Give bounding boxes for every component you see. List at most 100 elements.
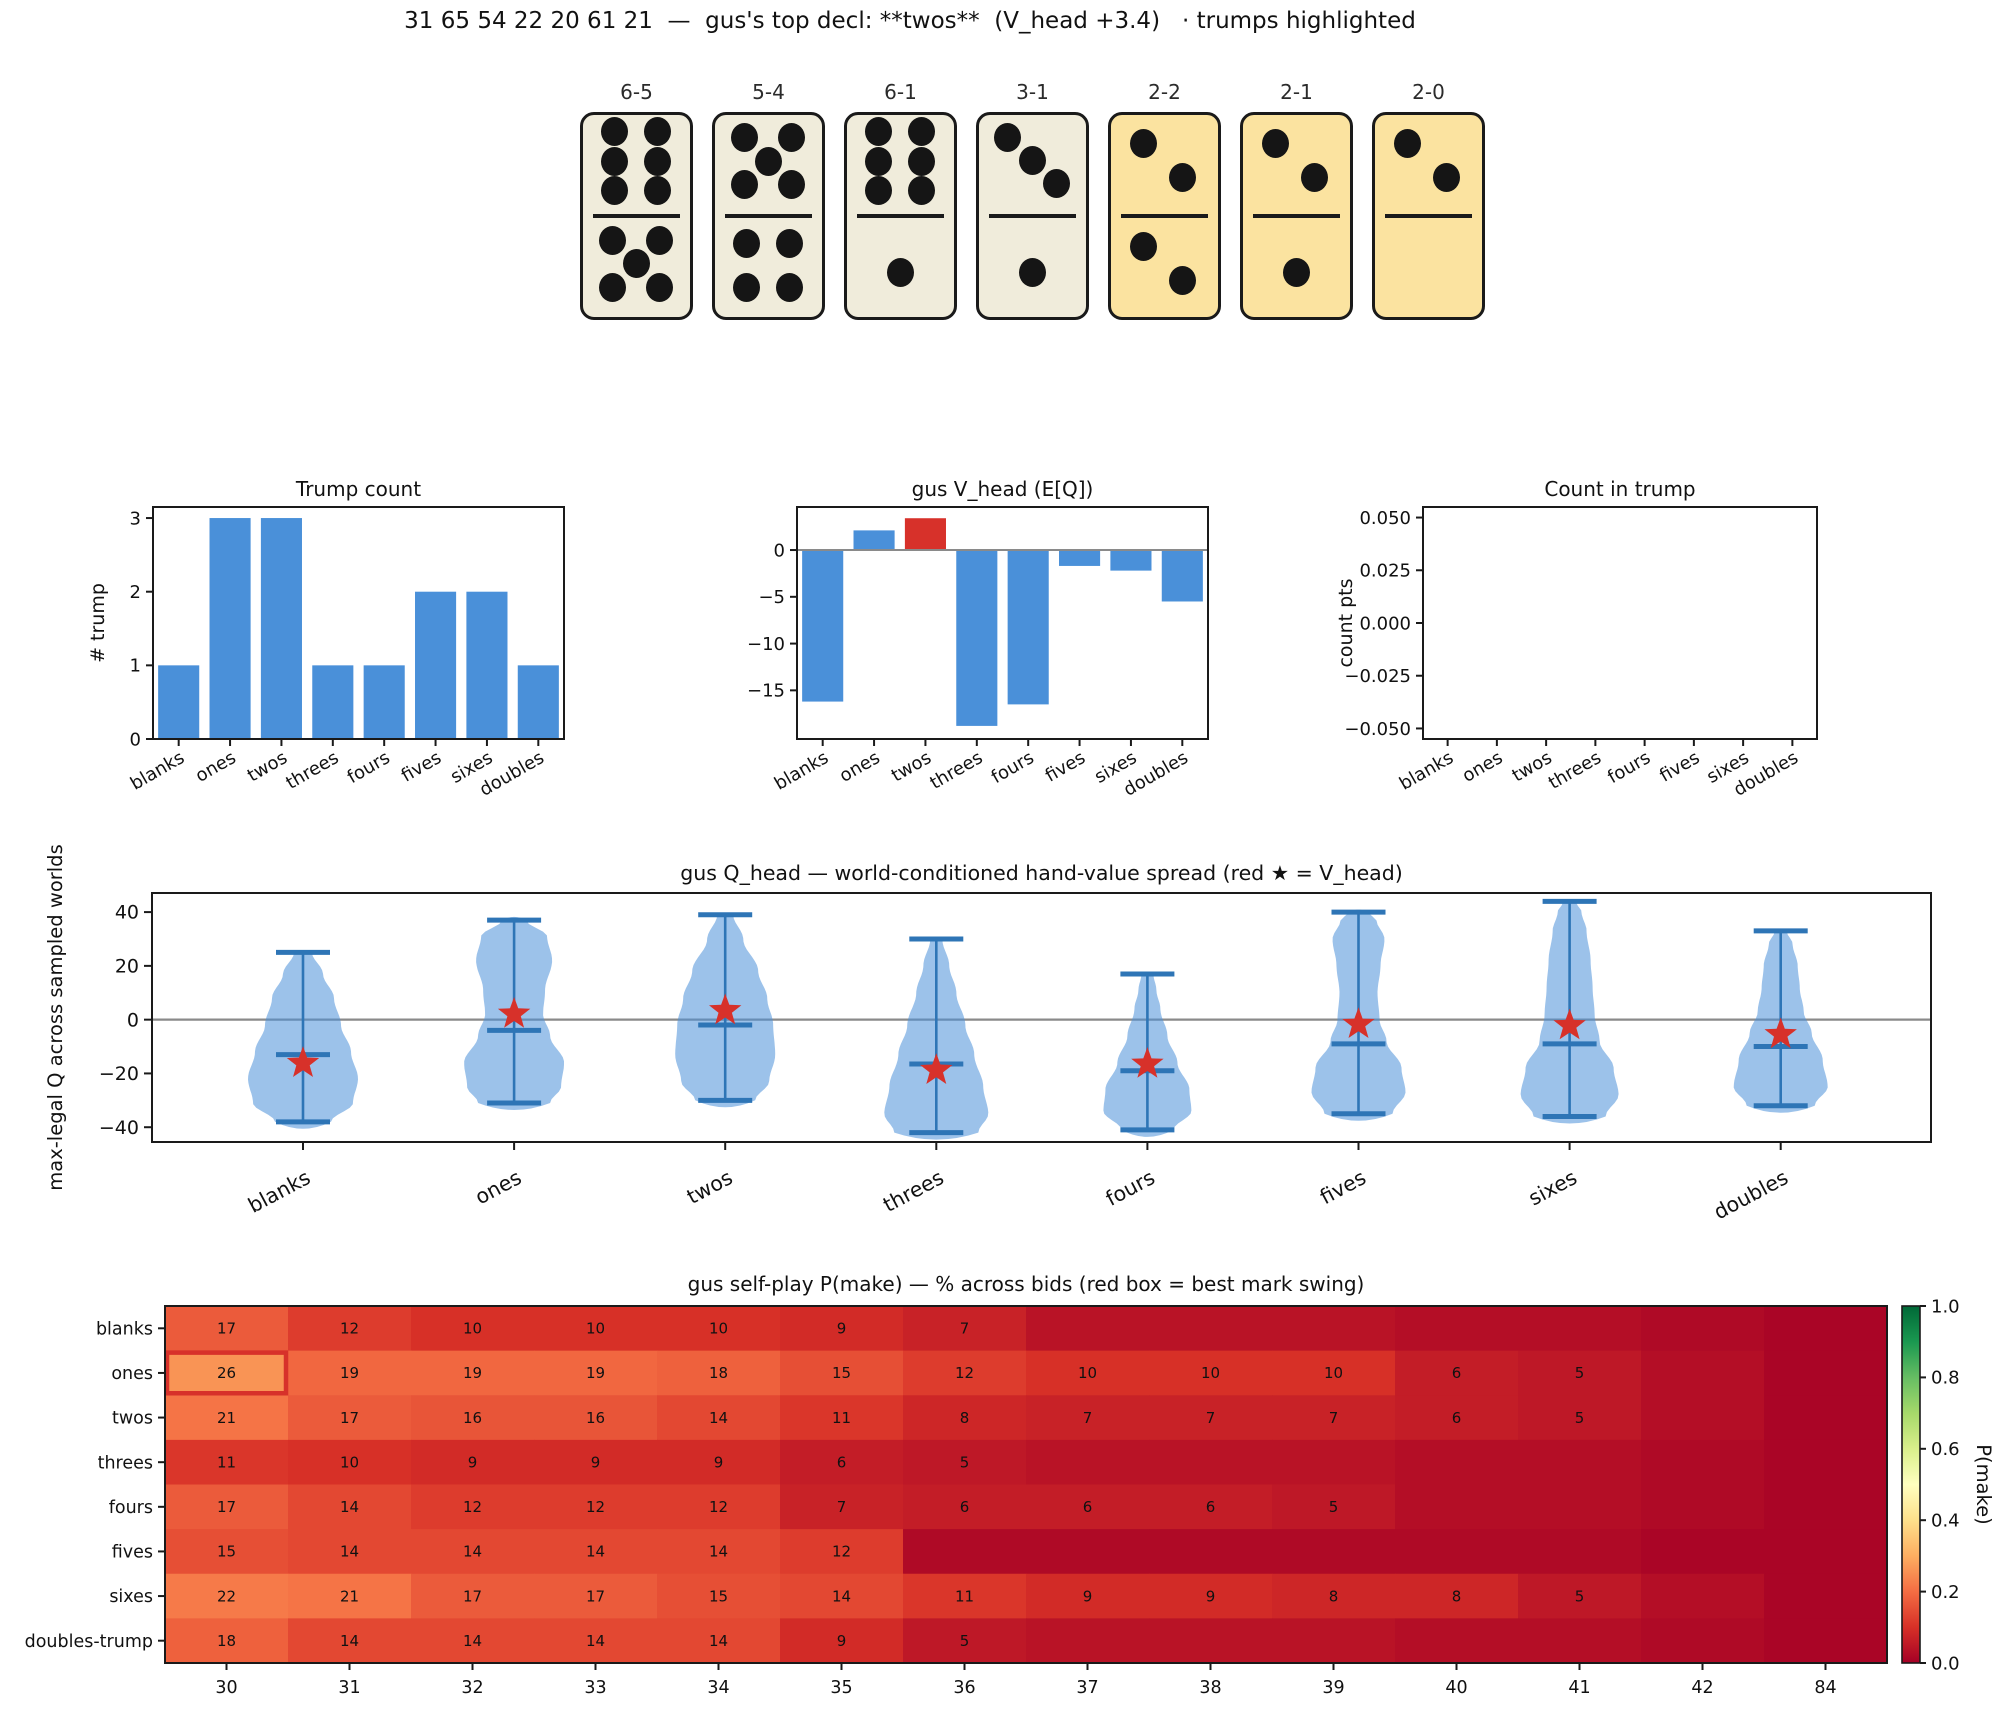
pip [907, 117, 935, 147]
bar-fours [363, 665, 405, 739]
y-tick-label: −0.050 [1344, 719, 1411, 740]
cell-value: 12 [832, 1543, 851, 1561]
cell-value: 9 [591, 1453, 601, 1471]
cell-value: 15 [217, 1543, 236, 1561]
cell-value: 22 [217, 1587, 236, 1605]
col-label: 30 [215, 1678, 237, 1698]
cell-value: 18 [217, 1632, 236, 1650]
heatmap-cell [657, 1306, 781, 1352]
y-tick-label: 2 [130, 582, 141, 603]
colorbar-tick-label: 0.8 [1931, 1368, 1960, 1389]
x-tick-label: blanks [127, 747, 188, 795]
cell-value: 14 [709, 1543, 728, 1561]
heatmap-cell [780, 1529, 904, 1575]
heatmap-cell [165, 1350, 289, 1396]
pip [1432, 162, 1460, 192]
cell-value: 5 [960, 1453, 970, 1471]
heatmap-cell [1518, 1484, 1642, 1530]
cell-value: 8 [960, 1409, 970, 1427]
heatmap-cell [1149, 1350, 1273, 1396]
heatmap-cell [411, 1306, 535, 1352]
colorbar-tick-label: 0.4 [1931, 1511, 1960, 1532]
bar-twos [904, 518, 946, 551]
cell-value: 11 [955, 1587, 974, 1605]
heatmap-cell [1518, 1395, 1642, 1441]
x-tick-label: ones [192, 747, 240, 787]
pip [601, 146, 629, 176]
y-tick-label: 0.025 [1359, 561, 1411, 582]
heatmap-cell [1149, 1484, 1273, 1530]
row-label: fours [109, 1498, 153, 1518]
row-label: fives [112, 1543, 153, 1563]
heatmap-cell [780, 1350, 904, 1396]
vhead-star-twos [709, 993, 742, 1025]
bar-sixes [1110, 550, 1152, 571]
cell-value: 9 [837, 1632, 847, 1650]
domino: 2-0 [1372, 76, 1485, 320]
domino-top-half [979, 115, 1086, 214]
cell-value: 10 [586, 1320, 605, 1338]
pip [777, 169, 805, 199]
cell-value: 19 [463, 1364, 482, 1382]
domino-divider [725, 214, 812, 218]
x-tick-label: blanks [1396, 747, 1457, 795]
heatmap-cell [1764, 1439, 1888, 1485]
heatmap-cell [288, 1350, 412, 1396]
row-label: sixes [109, 1587, 153, 1607]
cell-value: 14 [340, 1632, 359, 1650]
axes-frame [1422, 506, 1818, 740]
domino-tile-trump [1108, 112, 1221, 320]
heatmap-cell [1641, 1350, 1765, 1396]
heatmap-cell [534, 1350, 658, 1396]
x-tick-label: fives [398, 747, 445, 786]
colorbar-label: P(make) [1972, 1444, 1993, 1525]
heatmap-cell [1641, 1618, 1765, 1664]
heatmap-cell [1272, 1484, 1396, 1530]
x-tick-label: fives [1656, 747, 1703, 786]
cell-value: 6 [960, 1498, 970, 1516]
violin-chart-qhead: blanks ones twos threes fours fives sixes doubl… [44, 844, 1932, 1224]
cell-value: 26 [217, 1364, 236, 1382]
y-tick-label: −15 [747, 681, 785, 702]
heatmap-cell [657, 1529, 781, 1575]
heatmap-cell [1026, 1350, 1150, 1396]
colorbar-tick-label: 0.2 [1931, 1582, 1960, 1603]
bar-blanks [802, 550, 844, 702]
heatmap-cell [288, 1306, 412, 1352]
heatmap-cell [1395, 1395, 1519, 1441]
heatmap-cell [903, 1439, 1027, 1485]
heatmap-cell [411, 1484, 535, 1530]
heatmap-cell [903, 1350, 1027, 1396]
bar-ones [853, 530, 895, 551]
pip [1130, 231, 1158, 261]
pip [645, 272, 673, 302]
x-tick-label: blanks [771, 747, 832, 795]
cell-value: 6 [1206, 1498, 1216, 1516]
heatmap-cell [780, 1395, 904, 1441]
axes-frame [151, 892, 1932, 1143]
heatmap-cell [1764, 1306, 1888, 1352]
x-tick-label: threes [1545, 747, 1605, 794]
cell-value: 14 [340, 1498, 359, 1516]
pip [601, 117, 629, 147]
chart-title: gus self-play P(make) — % across bids (r… [688, 1272, 1365, 1296]
pip [1300, 162, 1328, 192]
cell-value: 9 [1083, 1587, 1093, 1605]
col-label: 38 [1199, 1678, 1221, 1698]
cell-value: 15 [709, 1587, 728, 1605]
heatmap-cell [1149, 1618, 1273, 1664]
pip [907, 146, 935, 176]
heatmap-cell [903, 1529, 1027, 1575]
domino-divider [989, 214, 1076, 218]
domino-label: 2-0 [1412, 80, 1445, 104]
cell-value: 14 [586, 1543, 605, 1561]
cell-value: 19 [586, 1364, 605, 1382]
heatmap-cell [1272, 1395, 1396, 1441]
bar-ones [209, 518, 251, 739]
cell-value: 7 [1206, 1409, 1216, 1427]
x-tick-label: doubles [1710, 1165, 1792, 1224]
x-tick-label: fives [1042, 747, 1089, 786]
cell-value: 7 [960, 1320, 970, 1338]
cell-value: 11 [217, 1453, 236, 1471]
vhead-star-sixes [1553, 1008, 1586, 1040]
